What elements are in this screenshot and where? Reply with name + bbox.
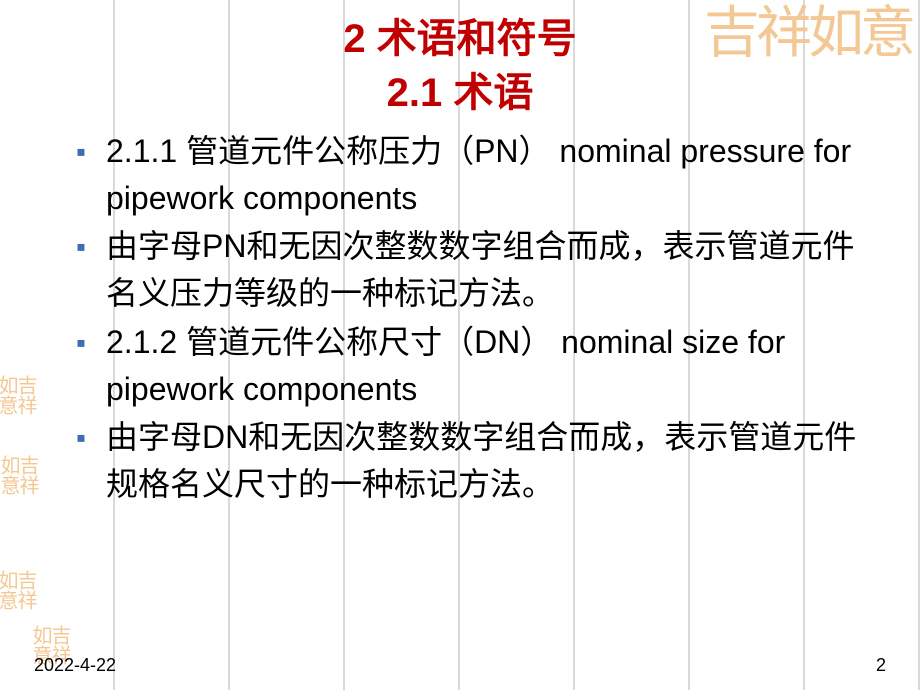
bullet-list: 2.1.1 管道元件公称压力（PN） nominal pressure for … (70, 128, 872, 508)
list-item: 2.1.1 管道元件公称压力（PN） nominal pressure for … (70, 128, 872, 221)
body: 2.1.1 管道元件公称压力（PN） nominal pressure for … (70, 128, 872, 508)
footer: 2022-4-22 2 (34, 655, 886, 676)
list-item: 由字母PN和无因次整数数字组合而成，表示管道元件名义压力等级的一种标记方法。 (70, 223, 872, 316)
stamp-big: 吉祥如意 (704, 8, 912, 61)
slide: 吉祥如意 吉祥如意 吉祥如意 吉祥如意 吉祥如意 2 术语和符号 2.1 术语 … (0, 0, 920, 690)
title-line-2: 2.1 术语 (0, 66, 920, 120)
stamp-small-3: 吉祥如意 (8, 565, 34, 615)
stamp-small-1: 吉祥如意 (8, 370, 34, 420)
list-item: 由字母DN和无因次整数数字组合而成，表示管道元件规格名义尺寸的一种标记方法。 (70, 414, 872, 507)
stamp-small-2: 吉祥如意 (10, 450, 36, 500)
footer-date: 2022-4-22 (34, 655, 116, 676)
footer-page: 2 (876, 655, 886, 676)
list-item: 2.1.2 管道元件公称尺寸（DN） nominal size for pipe… (70, 319, 872, 412)
